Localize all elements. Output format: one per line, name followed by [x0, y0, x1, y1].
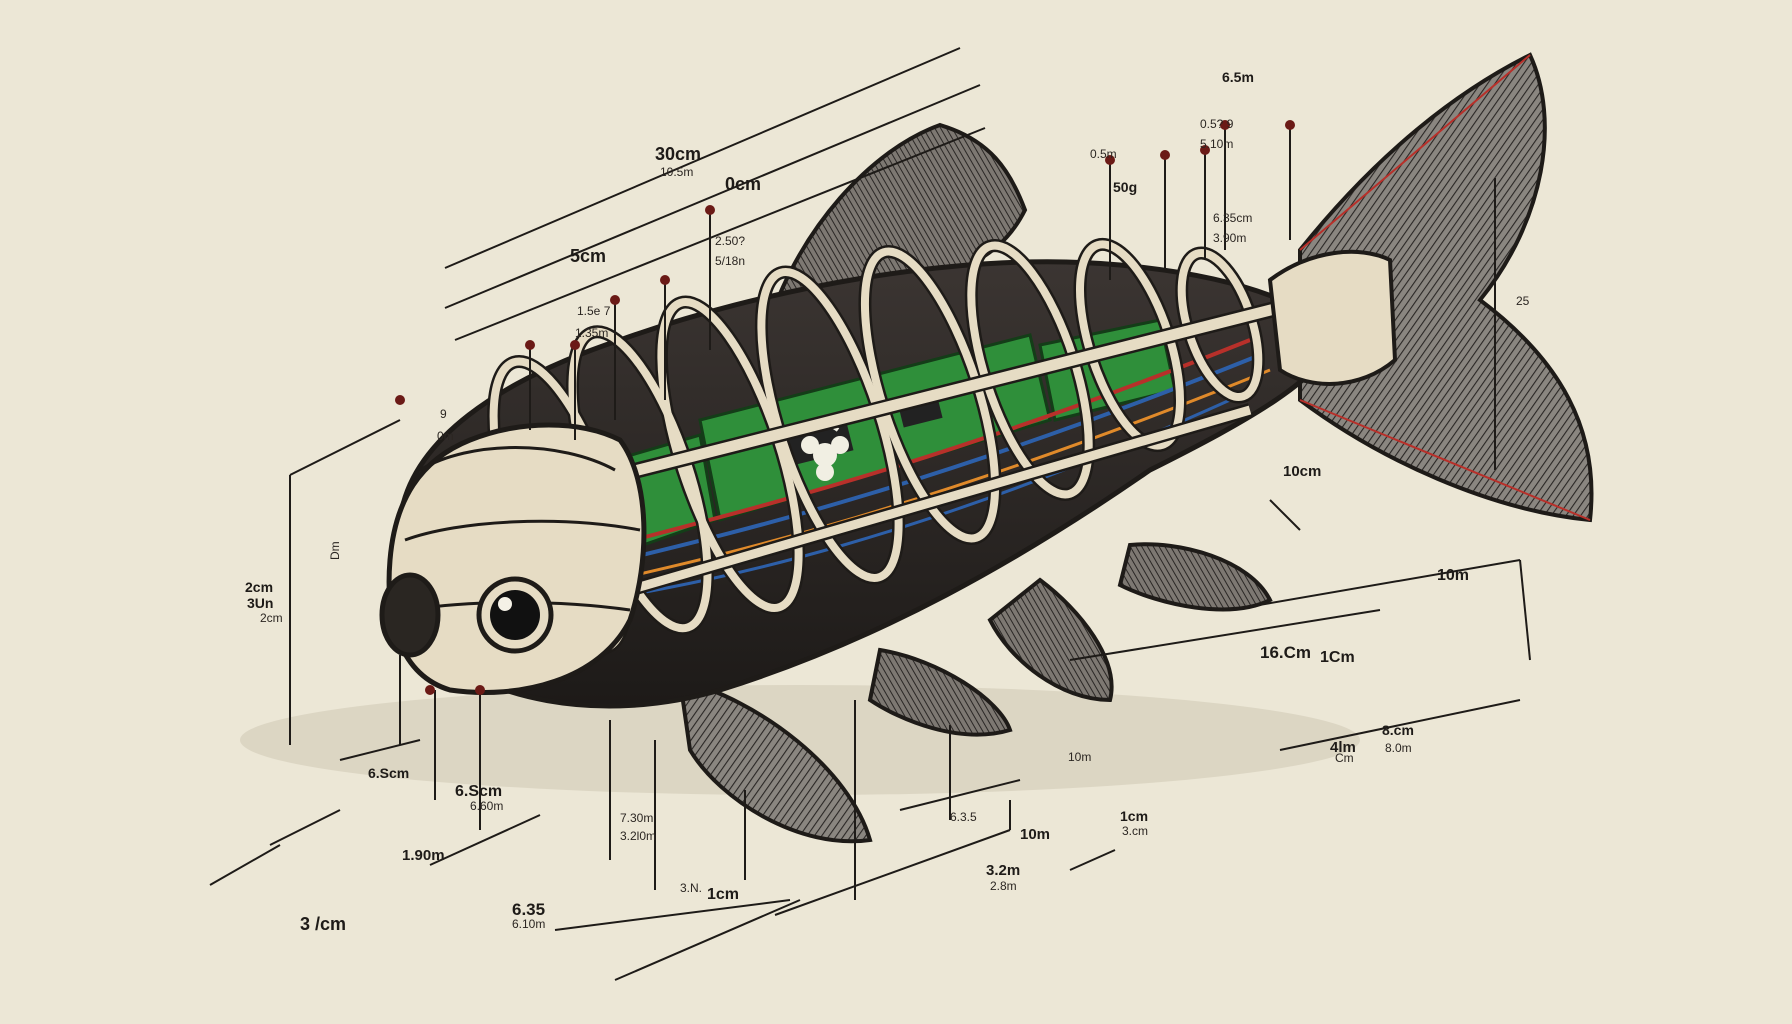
dim-label: 4lm	[1330, 739, 1356, 756]
dim-label: 0.5? 9	[1200, 117, 1234, 131]
dim-label: 8.0m	[1385, 741, 1412, 755]
leader-lines	[399, 125, 1291, 900]
dim-label: 1.35m	[575, 326, 608, 340]
mouth-intake	[379, 572, 441, 658]
dim-label: 9	[440, 407, 447, 421]
dim-label: 3.cm	[1122, 824, 1148, 838]
dim-label: 16.Cm	[1260, 643, 1311, 662]
dim-label: 2cm	[245, 579, 273, 595]
tail-fin	[1298, 52, 1594, 523]
dim-label: 7.30m	[620, 811, 653, 825]
tail-joint	[1267, 249, 1398, 386]
dim-label: 0.5m	[1090, 147, 1117, 161]
dim-label: Cm	[1335, 751, 1354, 765]
dim-label: 2cm	[260, 611, 283, 625]
dim-label: 25	[1516, 294, 1530, 308]
ground-shadow	[240, 685, 1360, 795]
dim-label: 30cm	[655, 144, 701, 164]
pelvic-fin	[867, 647, 1013, 737]
dim-label: 3.2m	[986, 862, 1020, 879]
dim-label: 10m	[1020, 826, 1050, 843]
anal-fin	[1117, 542, 1273, 612]
dim-label: 2.8m	[990, 879, 1017, 893]
dim-label: 6.60m	[470, 799, 503, 813]
dim-label: 6.35cm	[1213, 211, 1252, 225]
dim-label: 2.50?	[715, 234, 745, 248]
dim-label: 3 /cm	[300, 914, 346, 934]
dim-label: 3.N.	[680, 881, 702, 895]
dim-label: 6.10m	[512, 917, 545, 931]
dim-label: 6.35	[512, 900, 545, 919]
dim-label: 3Un	[247, 595, 273, 611]
dim-label: 5/18n	[715, 254, 745, 268]
dim-label: 10m	[1068, 750, 1091, 764]
dim-label: 10m	[1437, 567, 1469, 584]
dimension-lines	[209, 47, 1531, 981]
dim-label: 6.3.5	[950, 810, 977, 824]
dim-label: 6.Scm	[455, 783, 502, 800]
raspberry-logo-icon	[801, 423, 849, 481]
dim-label: 5.10m	[1200, 137, 1233, 151]
dim-label: 50g	[1113, 179, 1137, 195]
dim-label: 1.90m	[402, 847, 445, 864]
dim-label: 1Cm	[1320, 649, 1355, 666]
leader-pins	[395, 120, 1295, 695]
lower-beam	[558, 405, 1252, 615]
pelvic-fin-rear	[987, 577, 1114, 703]
spine-beam	[518, 294, 1312, 506]
dim-label: 10cm	[1283, 463, 1321, 480]
dim-label: 5cm	[570, 246, 606, 266]
dim-label: 1cm	[707, 886, 739, 903]
dim-label: 0cm	[725, 174, 761, 194]
dim-label: 8.cm	[1382, 722, 1414, 738]
dim-label: 10.5m	[660, 165, 693, 179]
dim-label: 3.90m	[1213, 231, 1246, 245]
camera-eye-icon	[476, 576, 554, 654]
dim-label: 6.Scm	[368, 765, 409, 781]
dim-label: 1.5e 7	[577, 304, 611, 318]
head-casing	[386, 422, 647, 695]
dim-label: 1cm	[1120, 808, 1148, 824]
dim-label: 3.2l0m	[620, 829, 656, 843]
dim-label: Dm	[328, 541, 342, 560]
dim-label: 0m	[437, 429, 454, 443]
pectoral-fin	[677, 677, 873, 844]
dim-label: 6.5m	[1222, 69, 1254, 85]
